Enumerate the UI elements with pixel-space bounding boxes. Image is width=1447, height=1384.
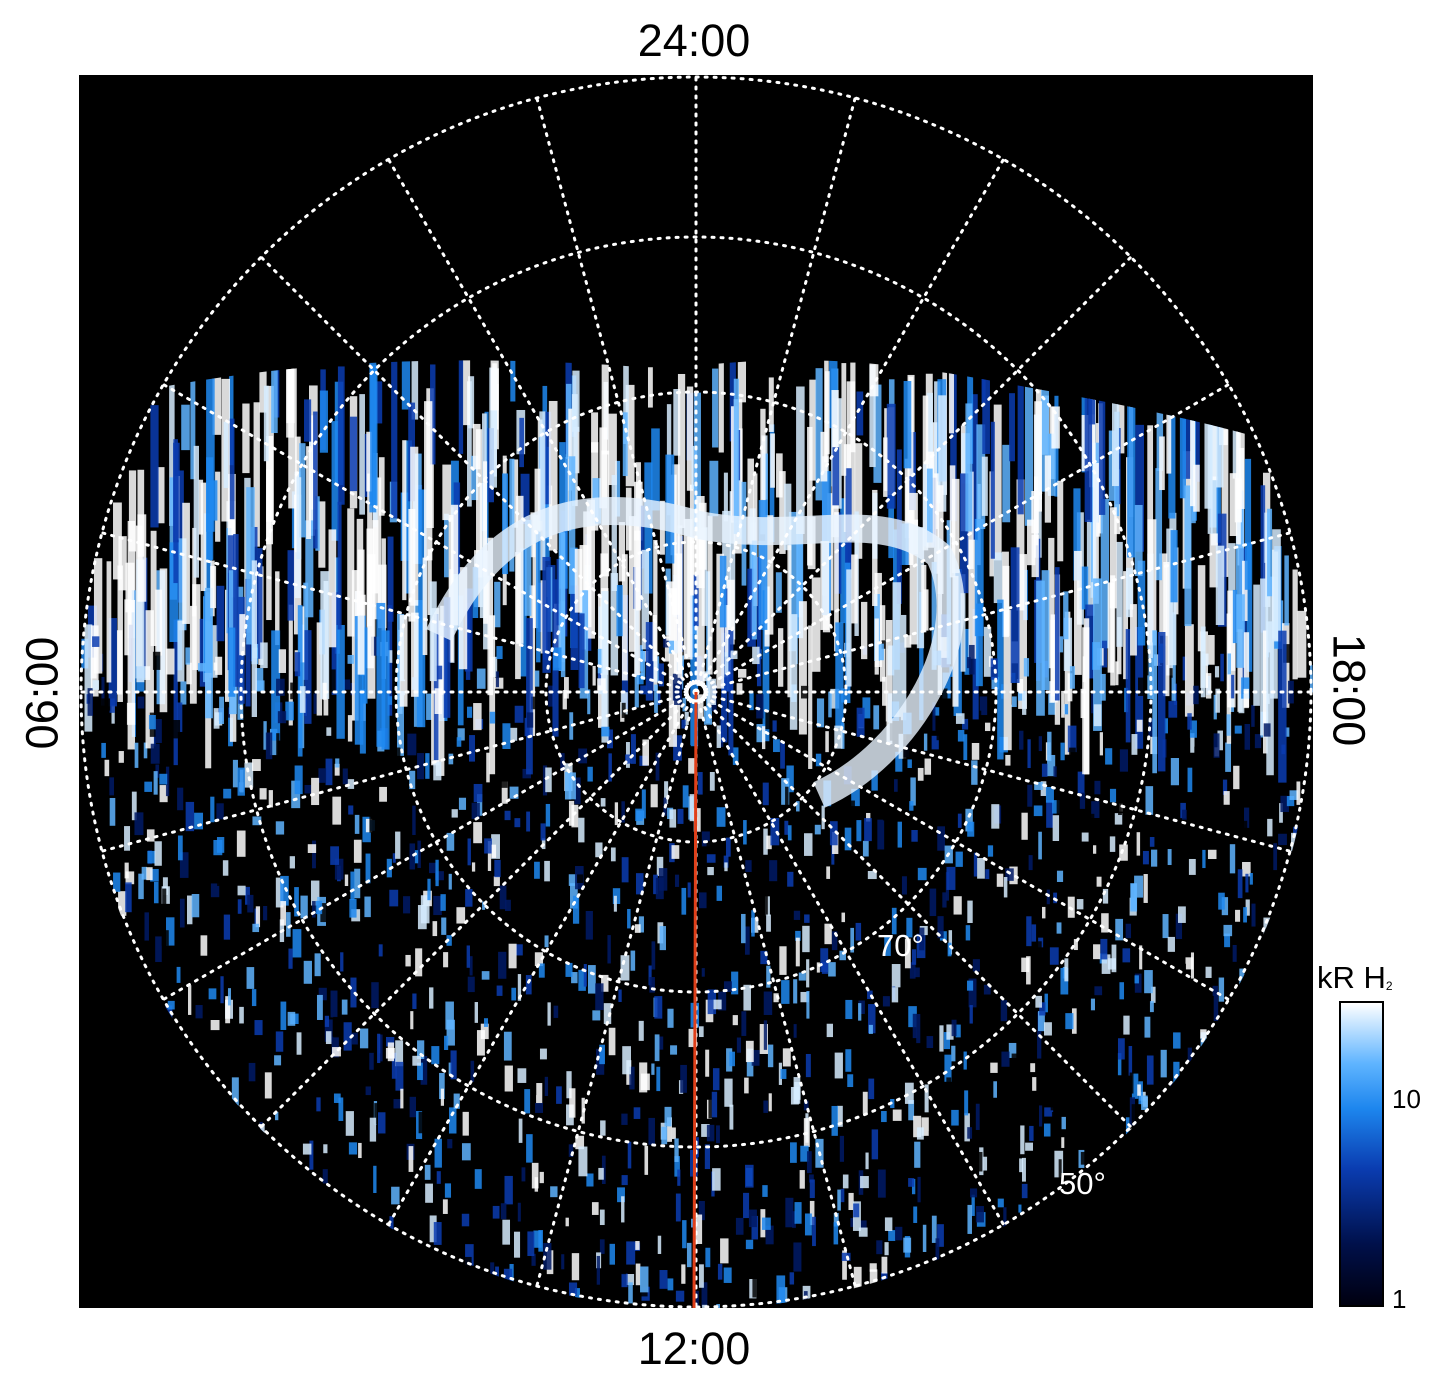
lat-lon-grid [79, 75, 1313, 1308]
longitude-line [694, 690, 858, 1290]
longitude-line [386, 156, 698, 694]
longitude-line [694, 690, 1232, 1002]
longitude-line [694, 254, 1134, 694]
local-time-label-midnight: 24:00 [637, 15, 751, 66]
longitude-line [386, 690, 698, 1228]
local-time-label-dusk: 18:00 [1323, 633, 1375, 747]
colorbar-tick-1: 1 [1392, 1284, 1407, 1314]
pole-marker [685, 681, 707, 703]
noon-meridian-line [692, 691, 698, 1308]
longitude-line [694, 690, 1006, 1228]
longitude-line [534, 94, 698, 694]
local-time-label-dawn: 06:00 [16, 636, 68, 750]
longitude-line [258, 690, 698, 1130]
colorbar-unit-label: kR H2 [1317, 960, 1393, 995]
emission-field [81, 360, 1313, 1308]
colorbar-tick-10: 10 [1392, 1084, 1421, 1114]
longitude-line [98, 530, 698, 694]
longitude-line [694, 156, 1006, 694]
latitude-circle [239, 235, 1153, 1149]
longitude-line [258, 254, 698, 694]
longitude-line [694, 530, 1294, 694]
longitude-line [694, 690, 1134, 1130]
latitude-label-70: 70° [877, 928, 924, 963]
local-time-label-noon: 12:00 [637, 1323, 751, 1374]
longitude-line [160, 382, 698, 694]
auroral-polar-projection-image: 70° 50° [79, 75, 1313, 1308]
longitude-line [694, 382, 1232, 694]
colorbar [1339, 1001, 1384, 1307]
latitude-label-50: 50° [1059, 1166, 1106, 1201]
longitude-line [694, 690, 1294, 854]
longitude-line [160, 690, 698, 1002]
polar-projection-plot [79, 75, 1313, 1308]
longitude-line [534, 690, 698, 1290]
longitude-line [98, 690, 698, 854]
longitude-line [694, 94, 858, 694]
